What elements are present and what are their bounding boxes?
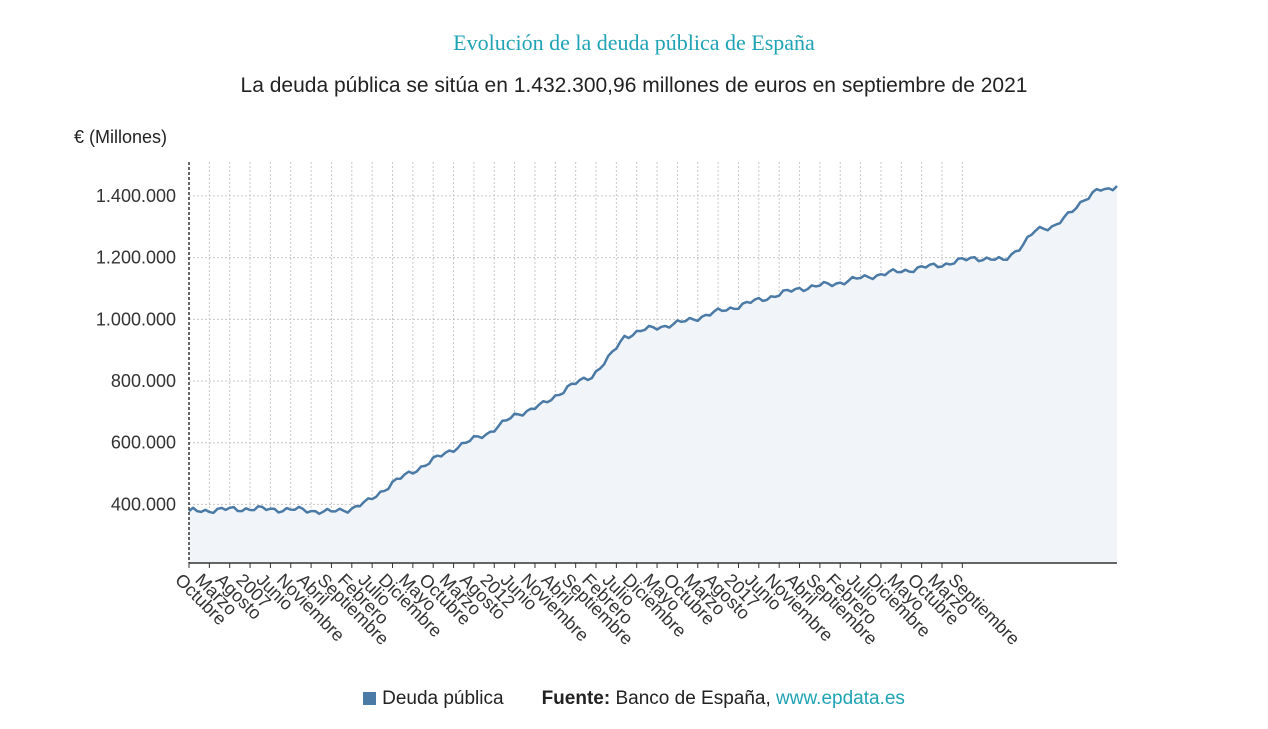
chart-subtitle: La deuda pública se sitúa en 1.432.300,9… — [240, 74, 1028, 97]
y-tick-label: 800.000 — [111, 371, 176, 391]
legend-series-label: Deuda pública — [382, 688, 504, 709]
y-axis-title: € (Millones) — [74, 127, 167, 147]
source-label: Fuente: — [541, 688, 611, 709]
y-tick-label: 400.000 — [111, 494, 176, 514]
series-area-fill — [189, 185, 1117, 563]
legend-swatch — [363, 692, 377, 705]
y-tick-label: 1.000.000 — [96, 309, 176, 329]
chart-title: Evolución de la deuda pública de España — [453, 30, 815, 55]
series-line-deuda-publica — [188, 185, 1118, 516]
legend: Deuda pública Fuente: Banco de España, ww… — [0, 688, 1268, 710]
y-tick-label: 600.000 — [111, 433, 176, 453]
source-name: Banco de España, — [615, 688, 771, 709]
source-link[interactable]: www.epdata.es — [776, 688, 905, 709]
y-tick-label: 1.400.000 — [96, 186, 176, 206]
y-tick-label: 1.200.000 — [96, 248, 176, 268]
